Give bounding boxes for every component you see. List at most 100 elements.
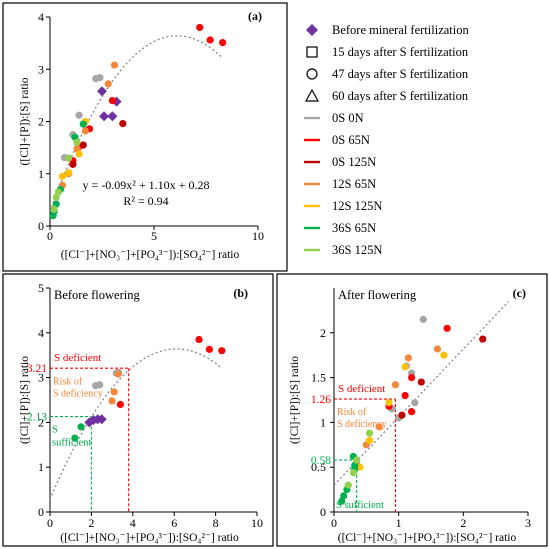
data-point [107, 111, 118, 122]
data-point [110, 388, 118, 396]
data-point [104, 80, 112, 88]
data-point [196, 23, 204, 32]
data-point [219, 39, 227, 47]
data-point [79, 120, 87, 128]
x-tick-label: 5 [151, 229, 157, 243]
y-tick-label: 4 [38, 326, 44, 340]
x-tick-label: 2 [88, 516, 94, 530]
fit-equation: y = -0.09x² + 1.10x + 0.28 [83, 178, 210, 192]
x-tick-label: 1 [396, 516, 402, 530]
y-tick-label: 0 [320, 505, 326, 519]
data-point [97, 86, 107, 97]
data-point [440, 351, 448, 359]
y-tick-label: 3 [38, 371, 44, 385]
legend-marker [306, 68, 318, 80]
legend-marker [306, 46, 318, 58]
data-point [479, 335, 487, 343]
y-tick-label: 1 [38, 460, 44, 474]
data-point [411, 399, 419, 407]
x-tick-label: 3 [525, 516, 531, 530]
data-point [365, 429, 374, 437]
legend-label: 60 days after S fertilization [332, 89, 469, 103]
y-tick-label: 2 [38, 115, 44, 129]
data-point [71, 434, 79, 442]
data-point [108, 97, 116, 105]
y-tick-label: 2 [320, 326, 326, 340]
panel-a: 0 5 10 0 1 2 3 4 ([Cl⁻]+[NO₃⁻]+[PO₄³⁻]):[SO₄²⁻] … [19, 9, 264, 261]
y-tick-label: 1 [320, 415, 326, 429]
panel-c: 0 1 2 3 0 0.5 1 1.5 2 ([Cl⁻]+[NO₃⁻]+[PO₄³⁻]):[SO₄… [289, 286, 531, 544]
data-point [218, 347, 226, 355]
data-point [419, 315, 427, 323]
legend-label: 15 days after S fertilization [332, 45, 469, 59]
data-point [433, 345, 442, 353]
data-point [344, 481, 352, 489]
data-point [398, 411, 406, 419]
data-point [119, 119, 127, 128]
data-point [50, 205, 58, 213]
data-point [375, 423, 383, 431]
legend-label: Before mineral fertilization [332, 23, 469, 37]
region-risk: S deficiency [53, 388, 103, 399]
x-tick-label: 10 [252, 229, 264, 243]
region-deficient: S deficient [54, 352, 101, 364]
data-point [114, 370, 122, 378]
legend-label: 36S 125N [332, 243, 382, 257]
threshold-value: 0.58 [311, 455, 331, 467]
x-axis-label: ([Cl⁻]+[NO₃⁻]+[PO₄³⁻]):[SO₄²⁻] ratio [338, 532, 517, 544]
data-point [65, 169, 73, 177]
data-point [206, 36, 214, 44]
data-point [96, 74, 104, 82]
x-axis-label: ([Cl⁻]+[NO₃⁻]+[PO₄³⁻]):[SO₄²⁻] ratio [60, 532, 239, 544]
panel-label: (c) [513, 286, 526, 300]
panel-title: After flowering [338, 288, 417, 302]
data-point [110, 61, 119, 69]
data-point [52, 193, 60, 201]
data-point [96, 414, 107, 425]
y-tick-label: 1 [38, 167, 44, 181]
panel-title: Before flowering [54, 288, 140, 302]
x-tick-label: 0 [47, 229, 53, 243]
y-tick-label: 4 [38, 10, 44, 24]
x-tick-label: 0 [331, 516, 337, 530]
region-sufficient: S sufficient [336, 500, 384, 511]
fit-r2: R² = 0.94 [123, 194, 168, 208]
fit-curve [49, 348, 223, 500]
y-tick-label: 0.5 [311, 460, 326, 474]
x-tick-label: 8 [213, 516, 219, 530]
data-point [81, 127, 89, 135]
x-axis-label: ([Cl⁻]+[NO₃⁻]+[PO₄³⁻]):[SO₄²⁻] ratio [61, 249, 240, 261]
threshold-value: 3.21 [27, 363, 47, 375]
data-point [79, 141, 87, 149]
fit-line [333, 301, 510, 486]
data-point [69, 160, 77, 168]
data-point [365, 436, 374, 444]
y-tick-label: 3 [38, 62, 44, 76]
region-sufficient: sufficient [52, 438, 92, 449]
region-risk: Risk of [53, 376, 83, 387]
data-point [75, 150, 83, 158]
data-point [404, 354, 412, 362]
legend-label: 0S 125N [332, 155, 376, 169]
data-point [338, 497, 346, 505]
data-point [58, 172, 67, 180]
data-point [73, 138, 81, 146]
data-point [99, 111, 110, 122]
threshold-value: 2.13 [27, 412, 47, 424]
region-risk: S deficiency [337, 419, 387, 430]
x-tick-label: 4 [130, 516, 136, 530]
data-point [401, 363, 409, 371]
y-axis-label: ([Cl]+[P]):[S] ratio [289, 356, 301, 444]
y-tick-label: 1.5 [311, 371, 326, 385]
region-deficient: S deficient [338, 383, 385, 395]
panel-c-frame [276, 273, 548, 547]
region-risk: Risk of [337, 407, 367, 418]
data-point [408, 374, 416, 382]
legend-label: 47 days after S fertilization [332, 67, 469, 81]
data-point [349, 468, 357, 477]
legend-label: 12S 65N [332, 177, 376, 191]
legend: Before mineral fertilization 15 days afte… [304, 23, 469, 257]
data-point [385, 399, 393, 407]
panel-b: 0 2 4 6 8 10 0 1 2 3 4 5 ([Cl⁻]+[NO₃⁻]+[PO₄³⁻]):[SO₄… [19, 281, 263, 544]
